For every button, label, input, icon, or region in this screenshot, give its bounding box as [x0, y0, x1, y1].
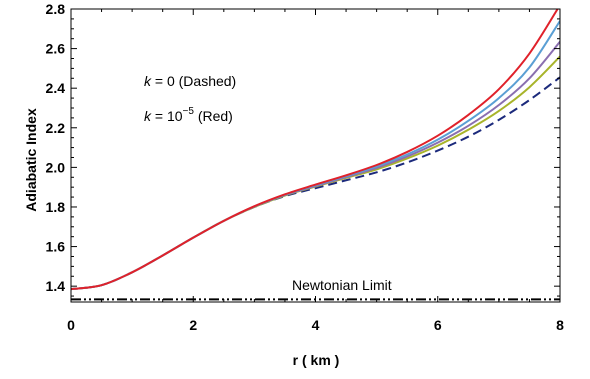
- newtonian-limit-label: Newtonian Limit: [292, 277, 392, 293]
- x-tick-label-0: 0: [67, 317, 75, 333]
- y-tick-label-2: 1.8: [46, 199, 66, 215]
- y-tick-label-1: 1.6: [46, 239, 66, 255]
- series-line-3: [71, 20, 560, 291]
- y-tick-label-6: 2.6: [46, 41, 66, 57]
- y-tick-label-4: 2.2: [46, 120, 66, 136]
- y-tick-label-3: 2.0: [46, 159, 66, 175]
- y-tick-label-7: 2.8: [46, 1, 66, 17]
- y-tick-label-5: 2.4: [46, 80, 66, 96]
- x-tick-label-4: 8: [556, 317, 564, 333]
- series-line-1: [71, 55, 560, 291]
- annotation-k1: k = 10−5 (Red): [144, 106, 233, 124]
- y-axis-title: Adiabatic Index: [23, 108, 39, 212]
- x-tick-label-2: 4: [312, 317, 320, 333]
- x-tick-label-3: 6: [434, 317, 442, 333]
- y-tick-label-0: 1.4: [46, 278, 66, 294]
- series-line-4: [71, 9, 559, 291]
- ticks-layer: 0 2 4 6 8 1.4 1.6 1.8 2.0 2.2 2.4 2.6 2.8: [46, 1, 565, 333]
- x-axis-title: r ( km ): [293, 352, 340, 368]
- annotation-k0: k = 0 (Dashed): [144, 73, 236, 89]
- series-layer: [71, 9, 560, 291]
- x-tick-label-1: 2: [189, 317, 197, 333]
- plot-frame: [70, 8, 561, 303]
